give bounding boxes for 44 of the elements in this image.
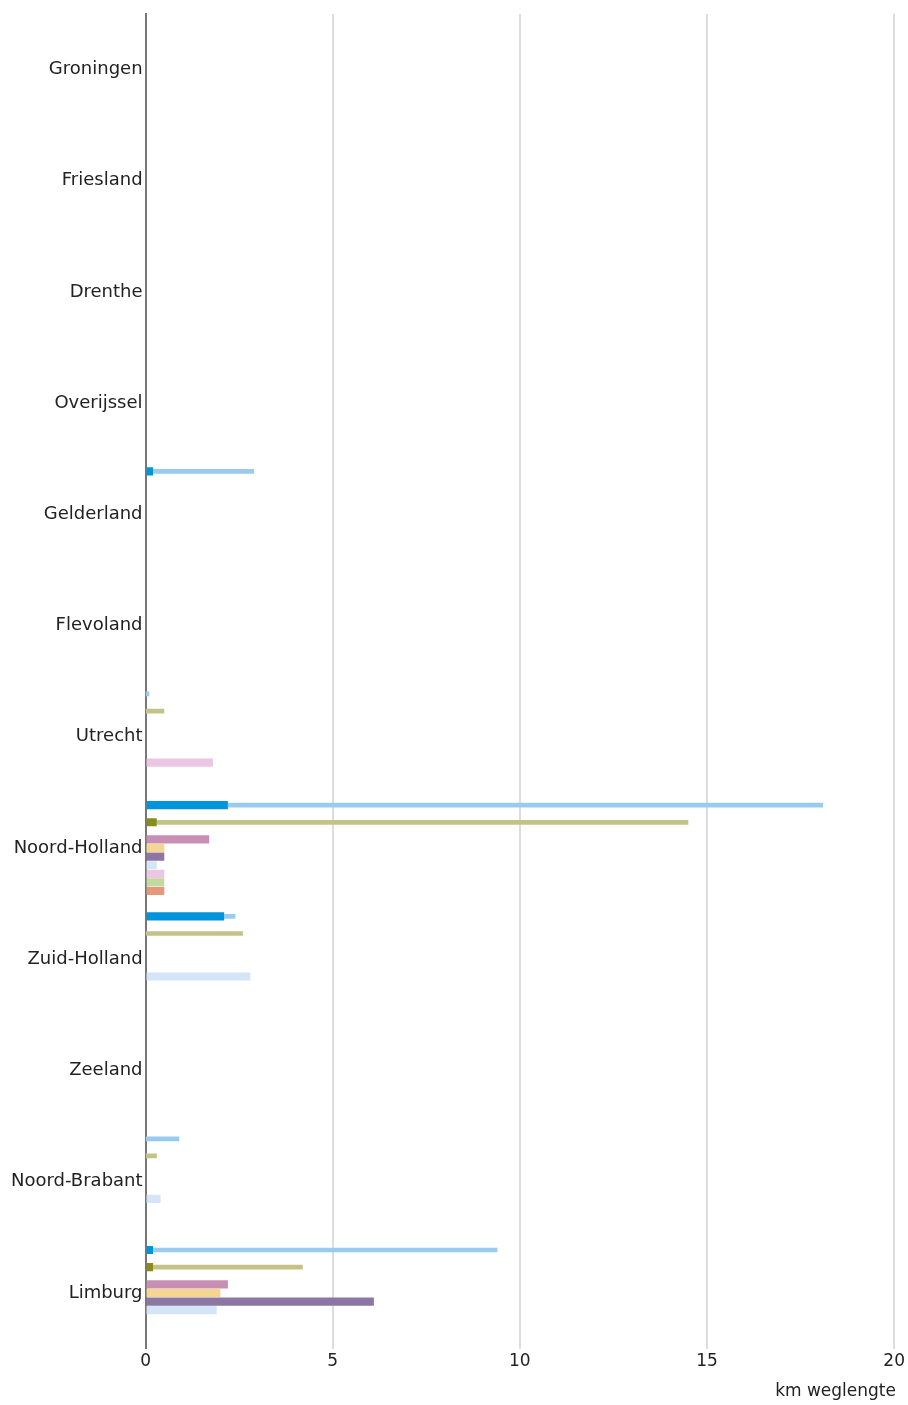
bar (146, 1280, 228, 1289)
bar (146, 818, 157, 827)
y-tick-label: Zuid-Holland (27, 946, 143, 968)
bar (146, 835, 210, 844)
y-tick-label: Flevoland (55, 613, 143, 635)
y-tick-label: Utrecht (75, 724, 143, 746)
bar (146, 886, 165, 896)
bar (146, 758, 213, 767)
bar (153, 469, 255, 474)
x-tick-label: 15 (696, 1350, 718, 1371)
y-tick-label: Limburg (68, 1280, 143, 1302)
x-tick-label: 10 (509, 1350, 531, 1371)
bar (145, 1136, 180, 1142)
bar (146, 1263, 154, 1272)
x-tick-label: 0 (140, 1350, 151, 1371)
bar (146, 1194, 161, 1204)
bar (146, 467, 154, 476)
y-tick-label: Noord-Brabant (10, 1169, 143, 1191)
bar (156, 819, 689, 825)
y-tick-label: Friesland (61, 168, 143, 190)
bar (145, 931, 243, 936)
y-tick-label: Overijssel (54, 390, 143, 412)
x-axis-title: km weglengte (775, 1380, 896, 1400)
bar (146, 800, 228, 810)
x-tick-label: 5 (327, 1350, 339, 1371)
bar (146, 878, 165, 887)
x-tick-label: 20 (883, 1350, 905, 1371)
y-tick-label: Groningen (48, 57, 143, 79)
bar (146, 972, 251, 981)
bar (146, 912, 225, 921)
bar (146, 843, 165, 853)
bar (146, 1245, 154, 1255)
bar (146, 1306, 217, 1315)
bar (146, 1288, 221, 1298)
y-tick-label: Drenthe (69, 279, 143, 301)
y-tick-label: Zeeland (69, 1058, 143, 1080)
bar (146, 861, 157, 870)
bar (224, 913, 236, 919)
bar (146, 1297, 374, 1306)
y-tick-label: Gelderland (43, 502, 143, 524)
bar (146, 852, 165, 861)
bar (153, 1264, 303, 1270)
y-tick-label: Noord-Holland (13, 835, 143, 857)
bar (146, 869, 165, 878)
